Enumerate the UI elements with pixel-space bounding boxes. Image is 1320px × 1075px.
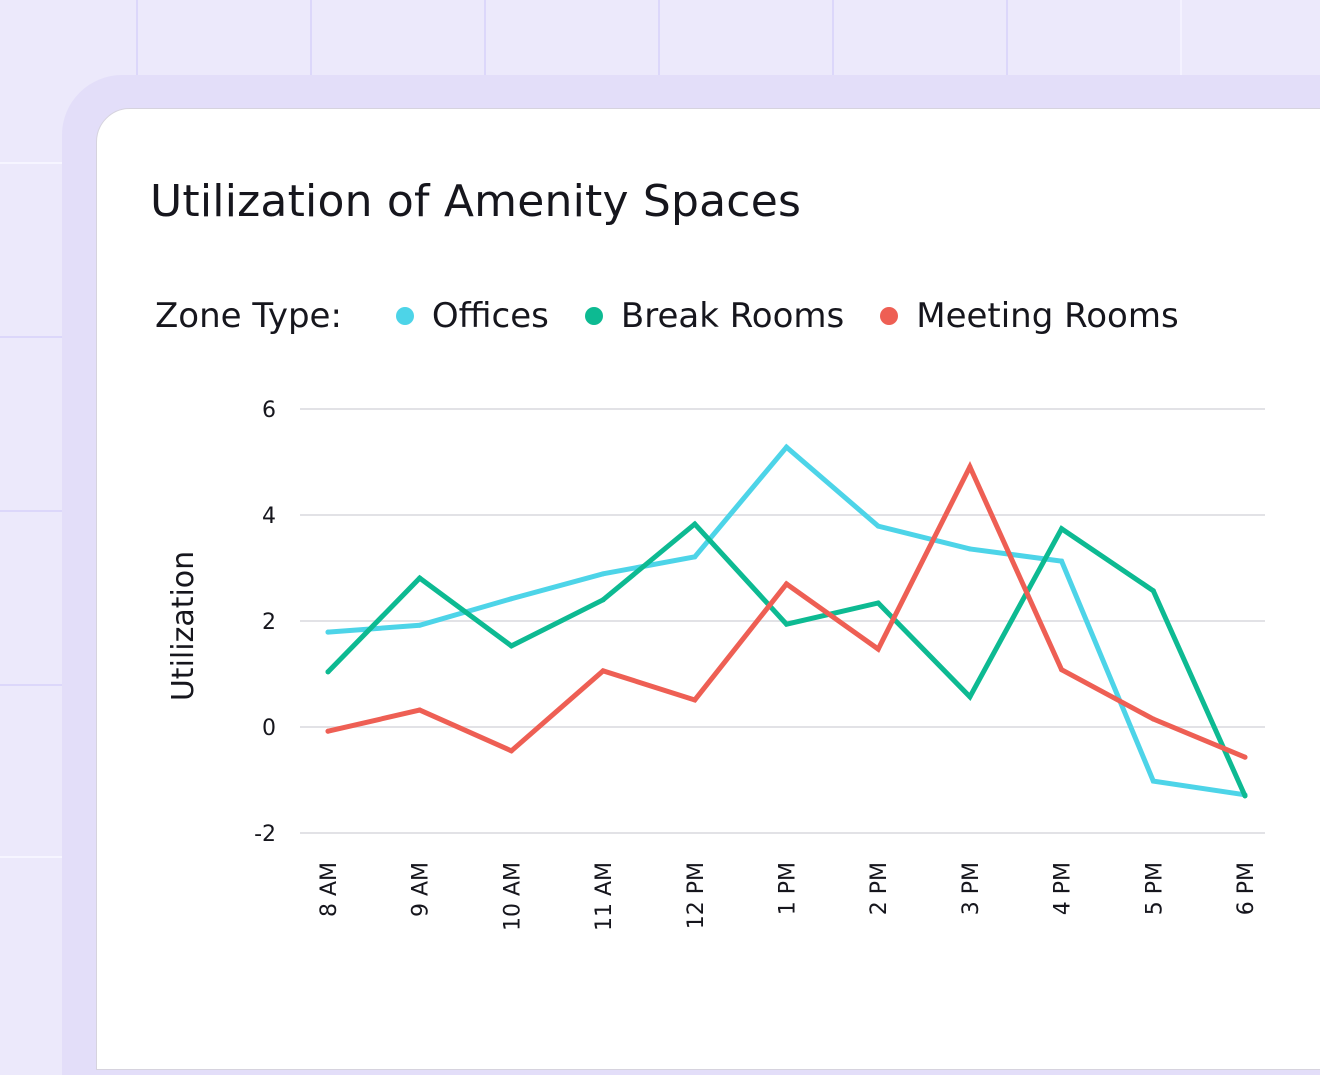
data-point — [875, 646, 881, 652]
data-point — [692, 554, 698, 560]
y-tick-label: 2 — [262, 610, 276, 635]
data-point — [692, 521, 698, 527]
legend-item-meeting-rooms[interactable]: Meeting Rooms — [880, 296, 1179, 336]
x-tick-label: 11 AM — [592, 862, 617, 931]
data-point — [692, 697, 698, 703]
data-point — [1242, 754, 1248, 760]
data-point — [967, 464, 973, 470]
x-tick-label: 5 PM — [1142, 862, 1167, 915]
line-chart: Utilization 6 4 2 0 -2 8 AM 9 AM 10 AM 11 AM 12 P… — [166, 398, 1265, 931]
data-point — [508, 748, 514, 754]
data-point — [325, 728, 331, 734]
data-point — [1242, 793, 1248, 799]
data-point — [600, 571, 606, 577]
data-point — [600, 668, 606, 674]
legend-item-offices[interactable]: Offices — [395, 296, 549, 336]
legend-dot-icon — [584, 307, 603, 325]
x-tick-label: 2 PM — [867, 862, 892, 915]
legend-dot-icon — [395, 307, 414, 325]
y-tick-label: 6 — [262, 398, 276, 423]
data-point — [508, 596, 514, 602]
legend-label: Meeting Rooms — [916, 296, 1179, 336]
data-point — [325, 629, 331, 635]
series-line-break-rooms — [325, 520, 1248, 799]
chart-title: Utilization of Amenity Spaces — [150, 176, 802, 227]
data-point — [417, 707, 423, 713]
data-point — [1150, 588, 1156, 594]
data-point — [875, 600, 881, 606]
legend-item-break-rooms[interactable]: Break Rooms — [584, 296, 845, 336]
x-tick-label: 10 AM — [500, 862, 525, 931]
data-point — [1150, 716, 1156, 722]
x-tick-label: 12 PM — [684, 862, 709, 929]
x-tick-label: 9 AM — [409, 862, 434, 917]
x-tick-label: 4 PM — [1051, 862, 1076, 915]
data-point — [1059, 667, 1065, 673]
x-tick-label: 3 PM — [959, 862, 984, 915]
data-point — [784, 621, 789, 627]
legend-label: Offices — [431, 296, 549, 336]
legend-label: Break Rooms — [620, 296, 845, 336]
legend-title: Zone Type: — [155, 296, 342, 336]
data-point — [417, 622, 423, 628]
x-tick-label: 1 PM — [776, 862, 801, 915]
data-point — [875, 523, 881, 529]
data-point — [784, 444, 789, 450]
y-tick-label: -2 — [254, 822, 276, 847]
y-tick-label: 0 — [262, 716, 276, 741]
data-point — [508, 643, 514, 649]
data-point — [784, 581, 789, 587]
legend: Zone Type: Offices Break Rooms Meeting R… — [155, 296, 1179, 336]
chart-card — [96, 108, 1320, 1070]
data-point — [325, 669, 331, 675]
data-point — [1150, 778, 1156, 784]
x-tick-label: 6 PM — [1234, 862, 1259, 915]
data-point — [1059, 558, 1065, 564]
legend-dot-icon — [880, 307, 899, 325]
y-axis-label: Utilization — [166, 551, 201, 701]
data-point — [1059, 526, 1065, 532]
data-point — [600, 597, 606, 603]
data-point — [967, 694, 973, 700]
data-point — [417, 575, 423, 581]
data-point — [967, 546, 973, 552]
x-tick-label: 8 AM — [317, 862, 342, 917]
y-tick-label: 4 — [262, 504, 276, 529]
